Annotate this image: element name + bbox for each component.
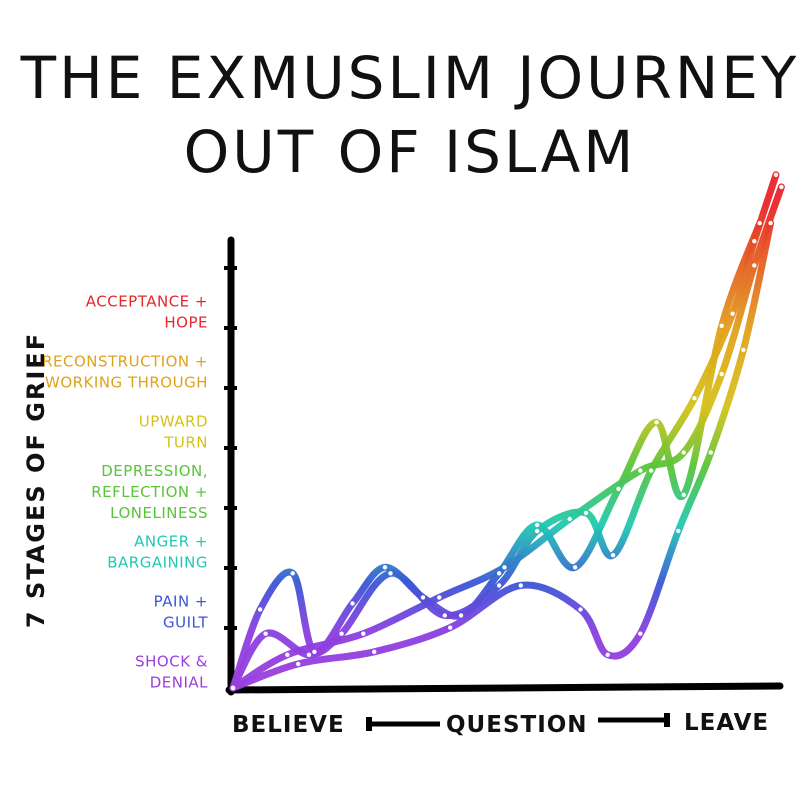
data-point — [638, 631, 643, 636]
data-point — [285, 652, 290, 657]
data-point — [773, 172, 779, 177]
y-ticks — [224, 266, 237, 630]
data-point — [296, 661, 301, 667]
data-point — [263, 631, 268, 636]
chart-title-line-2: OUT OF ISLAM — [184, 118, 637, 186]
stage-labels: SHOCK & DENIAL PAIN + GUILT ANGER + BARGAININ… — [42, 293, 208, 692]
series-layer — [229, 171, 785, 692]
data-point — [730, 311, 735, 316]
stage-label-line: DEPRESSION, — [101, 462, 208, 480]
x-label-start: BELIEVE — [232, 712, 345, 738]
data-point — [257, 607, 263, 612]
data-point — [692, 396, 697, 401]
x-axis — [225, 682, 784, 694]
x-arrow-tick-1 — [366, 717, 372, 731]
data-point — [719, 323, 724, 328]
y-axis-label: 7 STAGES OF GRIEF — [22, 332, 50, 628]
data-point — [534, 522, 540, 528]
stage-label-line: ACCEPTANCE + — [86, 293, 208, 311]
stage-label-line: ANGER + — [134, 533, 208, 551]
stage-label-line: BARGAINING — [107, 554, 208, 572]
data-point — [681, 492, 686, 497]
x-label-middle: QUESTION — [446, 712, 588, 738]
data-point — [610, 553, 616, 558]
data-point — [676, 528, 681, 534]
data-point — [534, 528, 540, 534]
data-point — [654, 420, 659, 425]
data-point — [779, 184, 784, 190]
data-point — [616, 486, 621, 491]
data-point — [496, 571, 502, 576]
data-point — [437, 595, 442, 600]
data-point — [583, 510, 589, 516]
stage-label-line: WORKING THROUGH — [45, 374, 208, 392]
series-line-4 — [229, 219, 775, 692]
data-point — [757, 220, 762, 226]
data-point — [752, 239, 757, 244]
data-point — [306, 652, 312, 657]
stage-label-line: UPWARD — [139, 413, 208, 431]
data-point — [638, 468, 643, 473]
stage-label-line: TURN — [163, 434, 208, 452]
x-label-end: LEAVE — [684, 710, 769, 736]
data-point — [230, 685, 236, 691]
data-point — [388, 571, 393, 576]
stage-label-line: REFLECTION + — [91, 483, 208, 501]
data-point — [708, 450, 713, 455]
data-point — [578, 607, 583, 612]
stage-label-line: GUILT — [163, 614, 208, 632]
x-arrow-tick-2 — [664, 713, 670, 727]
data-point — [496, 583, 502, 588]
data-point — [768, 220, 773, 226]
data-point — [572, 565, 578, 570]
data-point — [339, 631, 344, 636]
data-point — [382, 565, 388, 570]
data-point — [518, 583, 523, 588]
data-point — [567, 516, 572, 522]
data-point — [741, 347, 746, 353]
chart-title-line-1: THE EXMUSLIM JOURNEY — [20, 44, 800, 112]
data-point — [648, 468, 654, 473]
data-point — [350, 601, 355, 606]
data-point — [502, 565, 507, 570]
stage-label-line: PAIN + — [154, 593, 208, 611]
data-point — [420, 595, 426, 600]
stage-label-line: RECONSTRUCTION + — [42, 353, 208, 371]
data-point — [442, 613, 447, 618]
stage-label-line: HOPE — [164, 314, 208, 332]
data-point — [719, 371, 724, 377]
data-point — [752, 263, 757, 268]
data-point — [605, 652, 610, 657]
data-point — [448, 625, 453, 630]
stage-label-line: DENIAL — [150, 674, 208, 692]
stage-label-line: LONELINESS — [110, 504, 208, 522]
data-point — [681, 450, 686, 455]
data-point — [312, 649, 317, 654]
stage-label-line: SHOCK & — [135, 653, 208, 671]
data-point — [290, 571, 295, 576]
data-point — [372, 649, 377, 654]
data-point — [458, 613, 464, 618]
data-point — [361, 631, 366, 636]
